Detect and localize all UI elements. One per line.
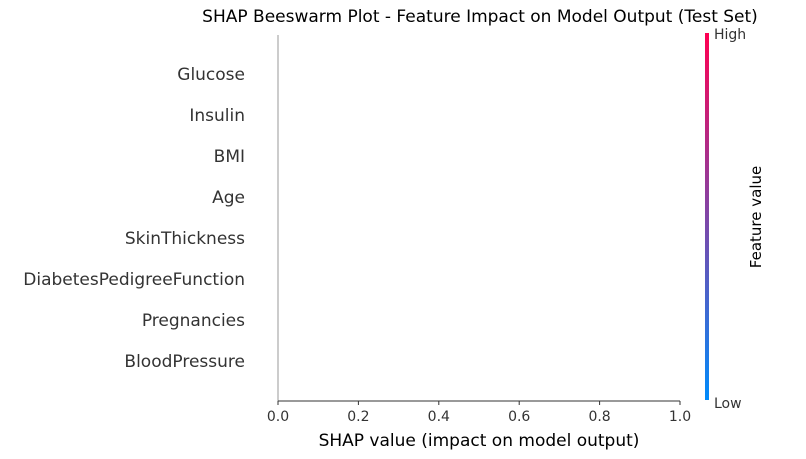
feature-label: Glucose <box>177 65 245 85</box>
x-axis-ticks: 0.0 0.2 0.4 0.6 0.8 1.0 <box>267 401 691 425</box>
x-tick-label: 1.0 <box>669 409 691 425</box>
feature-label: DiabetesPedigreeFunction <box>23 270 245 290</box>
x-axis-label: SHAP value (impact on model output) <box>319 431 640 451</box>
x-tick-label: 0.4 <box>428 409 450 425</box>
x-tick-label: 0.8 <box>588 409 610 425</box>
colorbar-title: Feature value <box>747 166 765 268</box>
feature-label: BMI <box>214 147 245 167</box>
feature-label: SkinThickness <box>125 229 245 249</box>
feature-label: Pregnancies <box>142 311 245 331</box>
feature-label: Insulin <box>189 106 245 126</box>
colorbar-high-label: High <box>714 27 746 43</box>
feature-label: Age <box>212 188 245 208</box>
x-tick-label: 0.6 <box>508 409 530 425</box>
colorbar <box>705 33 709 400</box>
feature-label: BloodPressure <box>124 352 245 372</box>
x-tick-label: 0.0 <box>267 409 289 425</box>
x-tick-label: 0.2 <box>347 409 369 425</box>
chart-title: SHAP Beeswarm Plot - Feature Impact on M… <box>202 7 758 27</box>
feature-labels: Glucose Insulin BMI Age SkinThickness Diabete… <box>23 65 245 372</box>
colorbar-low-label: Low <box>714 396 742 412</box>
